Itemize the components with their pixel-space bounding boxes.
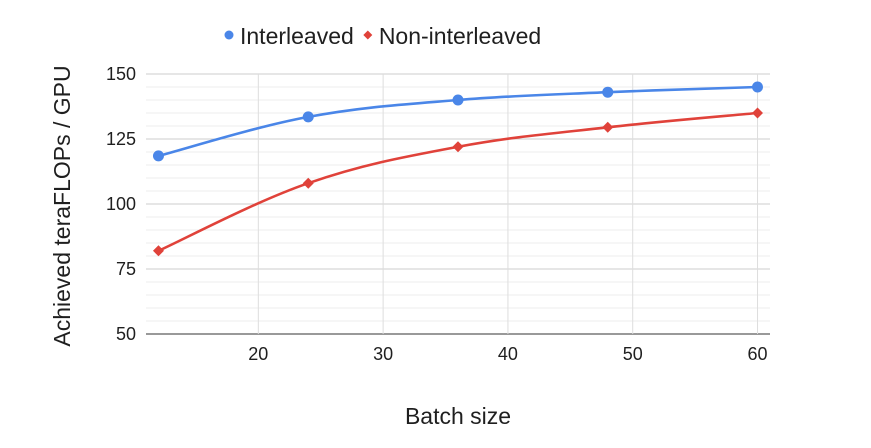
x-tick-label: 20 <box>248 344 268 364</box>
data-point-marker <box>152 245 164 257</box>
x-tick-label: 40 <box>498 344 518 364</box>
data-point-marker <box>752 81 764 93</box>
data-point-marker <box>452 94 464 106</box>
y-tick-label: 100 <box>106 194 136 214</box>
y-axis-title: Achieved teraFLOPs / GPU <box>49 65 75 346</box>
x-tick-label: 50 <box>623 344 643 364</box>
legend-label: Interleaved <box>240 23 354 49</box>
data-point-marker <box>152 150 164 162</box>
data-point-marker <box>302 177 314 189</box>
data-point-marker <box>302 111 314 123</box>
x-tick-label: 30 <box>373 344 393 364</box>
y-tick-label: 75 <box>116 259 136 279</box>
y-tick-label: 50 <box>116 324 136 344</box>
y-tick-label: 150 <box>106 64 136 84</box>
legend-diamond-icon <box>363 30 373 40</box>
legend: Interleaved Non-interleaved <box>224 23 541 49</box>
data-point-marker <box>602 121 614 133</box>
y-tick-label: 125 <box>106 129 136 149</box>
legend-circle-icon <box>224 30 234 40</box>
data-point-marker <box>602 86 614 98</box>
series-layer <box>152 81 764 257</box>
x-axis-title: Batch size <box>405 403 511 429</box>
data-point-marker <box>452 141 464 153</box>
x-axis-ticks: 20 30 40 50 60 <box>248 344 767 364</box>
y-axis-ticks: 50 75 100 125 150 <box>106 64 136 344</box>
data-point-marker <box>752 107 764 119</box>
legend-label: Non-interleaved <box>379 23 541 49</box>
x-tick-label: 60 <box>748 344 768 364</box>
